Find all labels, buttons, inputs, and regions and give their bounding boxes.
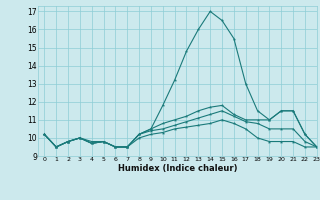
X-axis label: Humidex (Indice chaleur): Humidex (Indice chaleur): [118, 164, 237, 173]
